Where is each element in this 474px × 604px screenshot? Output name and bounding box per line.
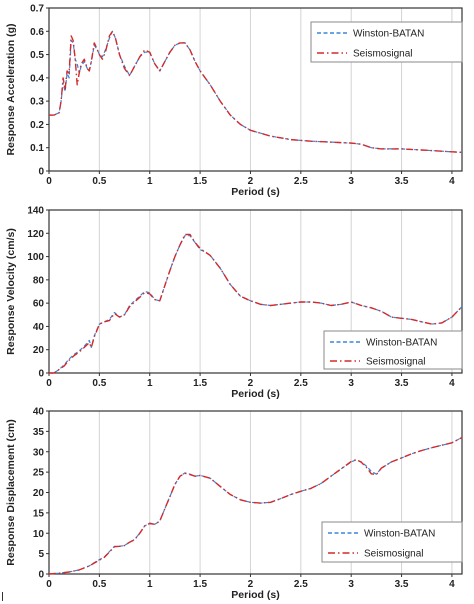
y-tick-label: 60 (33, 299, 45, 310)
y-tick-label: 0 (38, 167, 44, 178)
x-tick-label: 4 (449, 579, 455, 590)
x-tick-label: 1.5 (193, 176, 207, 187)
y-axis-label: Response Velocity (cm/s) (5, 228, 17, 355)
x-tick-label: 0.5 (92, 579, 106, 590)
x-axis-label: Period (s) (231, 388, 279, 400)
x-tick-label: 1 (147, 378, 153, 389)
x-tick-label: 2.5 (294, 579, 308, 590)
x-tick-label: 2 (248, 579, 254, 590)
y-axis-label: Response Acceleration (g) (5, 23, 17, 155)
y-tick-label: 140 (27, 206, 44, 217)
x-tick-label: 2 (248, 176, 254, 187)
legend-box (321, 521, 463, 563)
y-axis-label: Response Displacement (cm) (5, 419, 17, 565)
legend-label: Winston-BATAN (366, 338, 437, 349)
y-tick-label: 0.3 (30, 97, 44, 108)
y-tick-label: 15 (33, 508, 45, 519)
x-tick-label: 3 (348, 176, 354, 187)
y-tick-label: 0.4 (30, 73, 44, 84)
y-tick-label: 0.6 (30, 27, 44, 38)
x-tick-label: 1 (147, 579, 153, 590)
x-tick-label: 0 (46, 579, 52, 590)
y-tick-label: 30 (33, 447, 45, 458)
plot-frame (48, 7, 463, 172)
x-tick-label: 0 (46, 378, 52, 389)
y-tick-label: 40 (33, 407, 45, 418)
x-tick-label: 1 (147, 176, 153, 187)
x-tick-label: 1.5 (193, 378, 207, 389)
plot-frame (48, 209, 463, 374)
series-line-seismosignal (48, 436, 463, 575)
x-axis-label: Period (s) (231, 589, 279, 601)
legend: Winston-BATAN Seismosignal (321, 521, 463, 563)
x-tick-label: 1.5 (193, 579, 207, 590)
y-tick-label: 40 (33, 322, 45, 333)
x-tick-label: 2.5 (294, 378, 308, 389)
legend-label: Seismosignal (364, 549, 423, 560)
x-tick-label: 0.5 (92, 176, 106, 187)
x-tick-label: 3.5 (395, 579, 409, 590)
legend-label: Winston-BATAN (353, 29, 424, 40)
x-tick-label: 4 (449, 176, 455, 187)
y-tick-label: 0.5 (30, 50, 44, 61)
x-tick-label: 0.5 (92, 378, 106, 389)
legend-label: Seismosignal (353, 49, 412, 60)
x-tick-label: 2.5 (294, 176, 308, 187)
x-axis-label: Period (s) (231, 186, 279, 198)
y-tick-label: 0 (38, 570, 44, 581)
x-tick-label: 3 (348, 579, 354, 590)
y-tick-label: 25 (33, 468, 45, 479)
legend-box (323, 330, 463, 370)
y-tick-label: 20 (33, 488, 45, 499)
x-tick-label: 3.5 (395, 176, 409, 187)
y-tick-label: 20 (33, 345, 45, 356)
legend-label: Winston-BATAN (364, 529, 435, 540)
y-tick-label: 10 (33, 529, 45, 540)
y-tick-label: 35 (33, 427, 45, 438)
y-tick-label: 5 (38, 549, 44, 560)
y-tick-label: 120 (27, 229, 44, 240)
margin-mark (2, 592, 3, 601)
y-tick-label: 0 (38, 369, 44, 380)
y-tick-label: 0.1 (30, 143, 44, 154)
x-tick-label: 3.5 (395, 378, 409, 389)
legend-box (310, 21, 463, 63)
y-tick-label: 80 (33, 275, 45, 286)
legend: Winston-BATAN Seismosignal (310, 21, 463, 63)
y-tick-label: 0.2 (30, 120, 44, 131)
x-tick-label: 3 (348, 378, 354, 389)
x-tick-label: 2 (248, 378, 254, 389)
chart-panel-3: 0 0.5 1 1.5 2 2.5 3 3.5 40510152025303540Period … (5, 407, 463, 601)
x-tick-label: 4 (449, 378, 455, 389)
x-tick-label: 0 (46, 176, 52, 187)
y-tick-label: 100 (27, 252, 44, 263)
legend: Winston-BATAN Seismosignal (323, 330, 463, 370)
chart-panel-2: 0 0.5 1 1.5 2 2.5 3 3.5 4020406080100120140Perio… (5, 206, 463, 400)
y-tick-label: 0.7 (30, 4, 44, 15)
series-line-seismosignal (49, 30, 463, 154)
chart-panel-1: 0 0.5 1 1.5 2 2.5 3 3.5 4 0 0.1 0.2 0.3 0.4 0.5 0.6 0.7 P… (5, 4, 463, 198)
legend-label: Seismosignal (366, 357, 425, 368)
series-line-seismosignal (49, 233, 463, 374)
